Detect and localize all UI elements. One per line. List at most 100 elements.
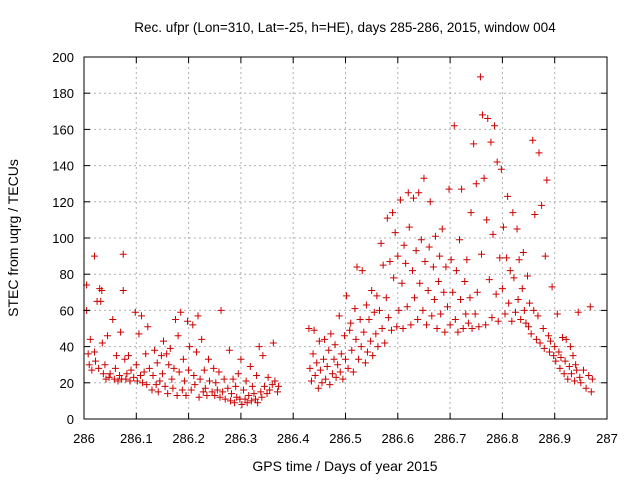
data-point — [86, 335, 94, 343]
data-point — [161, 382, 169, 390]
data-point — [421, 258, 429, 266]
data-point — [556, 364, 564, 372]
data-point — [462, 310, 470, 318]
data-point — [182, 391, 190, 399]
data-point — [544, 332, 552, 340]
data-point — [170, 364, 178, 372]
data-point — [92, 357, 100, 365]
data-point — [522, 319, 530, 327]
data-point — [266, 386, 274, 394]
data-point — [489, 230, 497, 238]
data-point — [466, 294, 474, 302]
data-point — [510, 274, 518, 282]
data-point — [174, 332, 182, 340]
data-point — [348, 346, 356, 354]
data-point — [310, 326, 318, 334]
data-point — [457, 296, 465, 304]
data-point — [435, 277, 443, 285]
data-point — [561, 357, 569, 365]
data-point — [135, 330, 143, 338]
data-point — [482, 321, 490, 329]
y-axis-title: STEC from uqrg / TECUs — [5, 159, 21, 317]
data-point — [454, 328, 462, 336]
data-point — [229, 375, 237, 383]
data-point — [198, 335, 206, 343]
data-point — [114, 377, 122, 385]
data-point — [441, 328, 449, 336]
data-point — [384, 314, 392, 322]
data-point — [165, 361, 173, 369]
data-point — [411, 294, 419, 302]
data-point — [497, 165, 505, 173]
data-point — [588, 375, 596, 383]
data-point — [339, 375, 347, 383]
data-point — [306, 364, 314, 372]
data-point — [255, 343, 263, 351]
data-point — [248, 382, 256, 390]
data-point — [357, 343, 365, 351]
data-point — [461, 277, 469, 285]
data-point — [173, 391, 181, 399]
data-point — [314, 384, 322, 392]
data-point — [191, 381, 199, 389]
data-point — [109, 315, 117, 323]
data-point — [587, 388, 595, 396]
data-point — [111, 364, 119, 372]
data-point — [382, 294, 390, 302]
data-point — [485, 276, 493, 284]
data-point — [569, 352, 577, 360]
data-point — [379, 261, 387, 269]
data-point — [189, 321, 197, 329]
data-point — [337, 350, 345, 358]
data-point — [200, 366, 208, 374]
data-point — [175, 368, 183, 376]
data-point — [389, 209, 397, 217]
data-point — [446, 321, 454, 329]
data-point — [356, 315, 364, 323]
data-point — [84, 350, 92, 358]
data-point — [257, 388, 265, 396]
data-point — [484, 115, 492, 123]
data-point — [343, 292, 351, 300]
data-point — [519, 248, 527, 256]
x-tick-label: 286.9 — [538, 431, 571, 446]
data-point — [503, 254, 511, 262]
data-point — [98, 339, 106, 347]
data-point — [112, 352, 120, 360]
y-tick-label: 140 — [52, 159, 74, 174]
data-point — [119, 286, 127, 294]
data-point — [414, 315, 422, 323]
data-point — [390, 274, 398, 282]
data-point — [212, 379, 220, 387]
data-point — [524, 272, 532, 280]
data-point — [268, 381, 276, 389]
y-tick-label: 160 — [52, 122, 74, 137]
data-point — [309, 350, 317, 358]
data-point — [473, 288, 481, 296]
data-point — [227, 390, 235, 398]
data-point — [105, 373, 113, 381]
data-point — [386, 258, 394, 266]
data-point — [412, 247, 420, 255]
data-point — [492, 290, 500, 298]
data-point — [499, 223, 507, 231]
y-axis-ticks: 0 20 40 60 80 100 120 140 160 180 200 — [52, 50, 607, 427]
data-point — [316, 366, 324, 374]
data-point — [429, 263, 437, 271]
data-point — [224, 384, 232, 392]
data-point — [149, 372, 157, 380]
data-point — [185, 366, 193, 374]
data-point — [468, 325, 476, 332]
y-tick-label: 40 — [60, 340, 74, 355]
data-point — [208, 388, 216, 396]
data-point — [393, 323, 401, 331]
data-point — [275, 382, 283, 390]
data-point — [104, 332, 112, 340]
data-point — [225, 346, 233, 354]
data-point — [102, 375, 110, 383]
data-point — [355, 355, 363, 363]
data-point — [237, 355, 245, 363]
data-points — [83, 73, 596, 409]
x-tick-label: 286.3 — [225, 431, 258, 446]
